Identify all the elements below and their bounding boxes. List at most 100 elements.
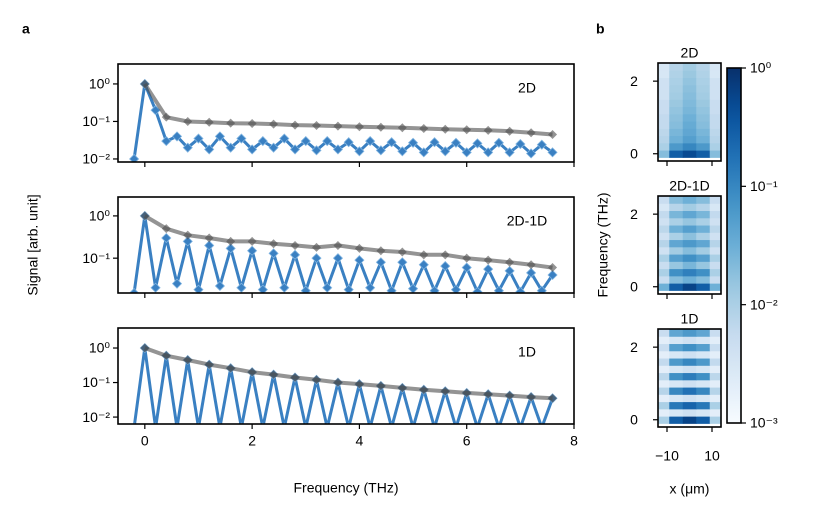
- marker: [257, 136, 268, 147]
- marker: [375, 257, 386, 268]
- marker: [450, 284, 462, 293]
- heat-cell: [696, 203, 711, 212]
- heat-cell: [696, 401, 711, 410]
- heat-cell: [709, 106, 721, 115]
- heat-cell: [658, 365, 670, 374]
- marker: [504, 147, 515, 158]
- colorbar-tick-label: 10⁻³: [750, 415, 778, 431]
- heat-cell: [658, 416, 670, 424]
- marker: [290, 120, 300, 130]
- heat-cell: [682, 106, 697, 115]
- marker: [214, 280, 225, 292]
- colorbar-frame: [726, 67, 742, 424]
- marker: [269, 119, 279, 129]
- colorbar: [727, 68, 741, 423]
- marker: [354, 146, 365, 157]
- y-tick-label: 0: [630, 145, 638, 161]
- heat-cell: [682, 268, 697, 277]
- heat-cell: [709, 128, 721, 137]
- heat-cell: [658, 401, 670, 410]
- heat-cell: [669, 329, 684, 337]
- heat-cell: [709, 379, 721, 388]
- heat-cell: [669, 387, 684, 395]
- marker: [429, 137, 440, 148]
- series-line: [132, 214, 554, 293]
- marker: [322, 282, 333, 293]
- marker: [440, 250, 450, 260]
- marker: [418, 147, 429, 158]
- heat-cell: [669, 135, 684, 144]
- annotation: 2D: [518, 80, 536, 96]
- heat-cell: [709, 63, 721, 71]
- heat-cell: [682, 365, 697, 374]
- colorbar-tick-label: 10⁻¹: [750, 178, 778, 194]
- heat-cell: [658, 254, 670, 262]
- heat-cell: [696, 63, 711, 71]
- marker: [322, 136, 333, 147]
- marker: [505, 126, 515, 136]
- marker: [376, 381, 386, 391]
- marker: [375, 145, 386, 156]
- marker: [343, 284, 354, 293]
- heat-cell: [709, 246, 721, 255]
- heat-cell: [658, 358, 670, 366]
- marker: [397, 123, 407, 133]
- heat-cell: [709, 358, 721, 366]
- marker: [311, 375, 321, 385]
- x-tick-label: −10: [655, 448, 679, 464]
- marker: [526, 148, 537, 159]
- heat-cell: [709, 232, 721, 241]
- heat-cell: [696, 239, 711, 248]
- marker: [365, 136, 376, 147]
- heat-cell: [669, 217, 684, 226]
- heat-cell: [682, 99, 697, 108]
- heat-cell: [658, 329, 670, 337]
- marker: [526, 260, 536, 270]
- heat-cell: [709, 394, 721, 403]
- heat-cell: [669, 142, 684, 151]
- heat-cell: [682, 77, 697, 86]
- heat-cell: [709, 416, 721, 424]
- marker: [547, 147, 558, 158]
- heat-cell: [682, 239, 697, 248]
- marker: [505, 257, 515, 267]
- marker: [129, 153, 140, 162]
- heat-cell: [709, 261, 721, 270]
- heat-cell: [658, 210, 670, 219]
- marker: [257, 284, 268, 293]
- marker: [462, 253, 472, 263]
- marker: [204, 240, 215, 251]
- heat-cell: [658, 387, 670, 395]
- heat-cell: [696, 343, 711, 352]
- heat-cell: [696, 121, 711, 129]
- heat-cell: [669, 106, 684, 115]
- heat-cell: [709, 84, 721, 93]
- heat-cell: [658, 135, 670, 144]
- heat-cell: [669, 210, 684, 219]
- heat-cell: [658, 203, 670, 212]
- heat-cell: [709, 283, 721, 291]
- heat-cell: [669, 203, 684, 212]
- marker: [407, 137, 419, 148]
- heat-cell: [709, 196, 721, 204]
- heat-cell: [709, 99, 721, 108]
- heat-cell: [709, 350, 721, 359]
- heat-cell: [696, 408, 711, 417]
- marker: [300, 285, 311, 293]
- heat-cell: [682, 350, 697, 359]
- marker: [386, 137, 397, 148]
- heat-cell: [696, 254, 711, 262]
- marker: [300, 136, 311, 147]
- marker: [290, 372, 300, 382]
- heat-cell: [669, 365, 684, 374]
- annotation: 2D-1D: [507, 213, 547, 229]
- marker: [440, 124, 450, 134]
- heat-cell: [669, 372, 684, 381]
- marker: [214, 131, 225, 142]
- marker: [171, 278, 183, 289]
- subplot-title: 2D-1D: [669, 178, 709, 194]
- marker: [548, 129, 558, 139]
- heat-cell: [682, 84, 697, 93]
- marker: [483, 264, 494, 275]
- colorbar-tick-label: 10⁰: [750, 60, 772, 76]
